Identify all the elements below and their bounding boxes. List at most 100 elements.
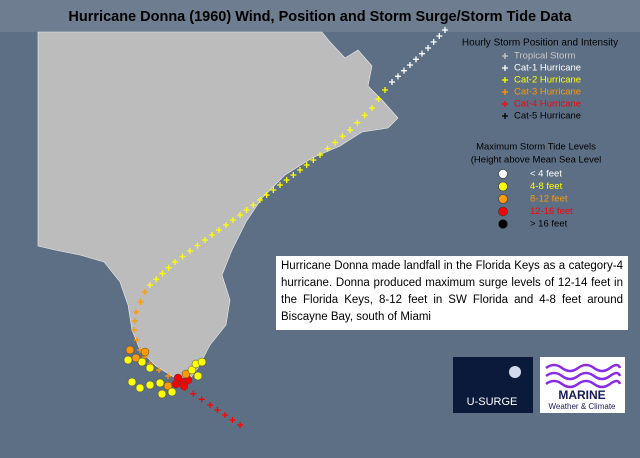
- usurge-text: U-SURGE: [467, 396, 518, 408]
- track-point: [369, 105, 375, 111]
- track-legend-label: Cat-1 Hurricane: [514, 63, 581, 74]
- surge-dot: [145, 363, 155, 373]
- surge-dot: [181, 369, 191, 379]
- surge-dot: [145, 380, 155, 390]
- surge-legend-label: > 16 feet: [530, 219, 568, 230]
- track-point: [187, 248, 193, 254]
- surge-dot: [187, 365, 197, 375]
- track-point: [361, 112, 368, 119]
- surge-dot: [135, 383, 145, 393]
- surge-dots: [123, 345, 207, 399]
- surge-dot: [173, 373, 183, 383]
- description: Hurricane Donna made landfall in the Flo…: [276, 256, 628, 330]
- surge-legend-label: 8-12 feet: [530, 194, 568, 205]
- surge-dot: [157, 389, 167, 399]
- surge-legend-dot: [498, 181, 508, 192]
- surge-legend-dot: [498, 219, 508, 229]
- surge-dot: [163, 381, 173, 391]
- track-point: [413, 56, 419, 63]
- surge-dot: [137, 357, 147, 367]
- track-point: [237, 422, 243, 428]
- track-point: [214, 407, 221, 413]
- track-point: [436, 33, 443, 39]
- track-point: [207, 402, 213, 408]
- track-point: [502, 53, 508, 59]
- track-legend-label: Cat-4 Hurricane: [514, 99, 581, 110]
- track-point: [165, 264, 172, 271]
- track-point: [430, 39, 437, 45]
- track-point: [132, 318, 138, 324]
- track-point: [198, 396, 205, 403]
- track-point: [290, 172, 297, 178]
- surge-dot: [193, 371, 203, 381]
- track-point: [243, 207, 250, 213]
- surge-dot: [140, 347, 150, 357]
- track-point: [310, 157, 317, 163]
- track-point: [179, 253, 186, 260]
- track-point: [137, 299, 144, 305]
- track-point: [172, 259, 178, 265]
- land: [37, 31, 399, 385]
- surge-legend-dot: [498, 206, 508, 217]
- track-point: [270, 187, 277, 193]
- track-legend-label: Cat-5 Hurricane: [514, 111, 581, 122]
- track-point: [165, 373, 171, 379]
- track-legend-label: Cat-2 Hurricane: [514, 75, 581, 86]
- track-point: [142, 289, 148, 295]
- track-point: [303, 162, 310, 168]
- track-point: [230, 217, 236, 223]
- track-point: [229, 417, 236, 423]
- surge-dot: [131, 353, 141, 363]
- track-point: [159, 270, 166, 277]
- track-point: [297, 167, 303, 173]
- track-point: [283, 177, 290, 183]
- track-point: [250, 202, 257, 208]
- track-point: [131, 327, 137, 333]
- track-point: [216, 227, 222, 233]
- track-point: [156, 367, 162, 373]
- surge-legend-dot: [498, 194, 508, 204]
- track-point: [324, 145, 331, 152]
- track-point: [401, 67, 407, 74]
- surge-dot: [155, 378, 165, 388]
- track-point: [375, 96, 382, 102]
- waves: [545, 363, 622, 389]
- track-legend-label: Cat-3 Hurricane: [514, 87, 581, 98]
- track-point: [190, 390, 197, 397]
- track-point: [133, 309, 139, 315]
- usurge-logo: [453, 357, 533, 413]
- track-legend-label: Tropical Storm: [514, 51, 575, 62]
- title-bar: [0, 0, 640, 32]
- title: Hurricane Donna (1960) Wind, Position an…: [68, 9, 572, 25]
- track-point: [354, 119, 361, 126]
- track-point: [277, 182, 283, 188]
- track-legend-title: Hourly Storm Position and Intensity: [462, 38, 618, 49]
- track-point: [425, 45, 431, 51]
- track-point: [153, 276, 160, 283]
- surge-dot: [167, 387, 177, 397]
- track-point: [502, 77, 508, 83]
- track-point: [209, 232, 215, 238]
- surge-legend-dot: [498, 169, 508, 179]
- surge-dot: [179, 381, 189, 391]
- surge-legend-label: 12-16 feet: [530, 206, 573, 217]
- track-point: [223, 222, 229, 228]
- track-point: [339, 133, 346, 140]
- marine-text: MARINE: [558, 388, 605, 402]
- track-point: [502, 89, 508, 95]
- track-point: [407, 62, 413, 68]
- track-point: [389, 79, 395, 85]
- surge-legend-subtitle: (Height above Mean Sea Level: [471, 155, 601, 166]
- track-point: [502, 101, 508, 107]
- surge-legend-label: 4-8 feet: [530, 181, 563, 192]
- track-point: [382, 87, 388, 93]
- track-point: [222, 412, 228, 418]
- track-point: [317, 152, 323, 158]
- track-point: [347, 127, 353, 133]
- track-point: [502, 113, 508, 119]
- track-point: [395, 73, 401, 80]
- surge-legend-title: Maximum Storm Tide Levels: [476, 142, 596, 153]
- track-point: [419, 50, 425, 57]
